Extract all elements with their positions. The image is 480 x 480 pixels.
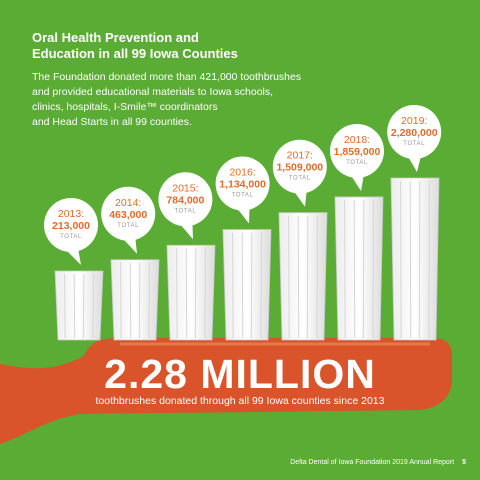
total-label: TOTAL — [117, 223, 139, 229]
bristle-tuft — [166, 244, 216, 341]
bristle-line — [204, 248, 206, 339]
footer-report: Delta Dental of Iowa Foundation 2019 Ann… — [290, 459, 455, 466]
bristle-line — [82, 273, 85, 339]
bubble-pointer — [350, 173, 364, 191]
tick-label: 2018: — [344, 134, 370, 146]
page-number: 5 — [462, 459, 466, 466]
intro-line-2: and provided educational materials to Io… — [32, 86, 274, 98]
bristle-line — [344, 199, 346, 339]
bristle-tuft — [278, 212, 328, 341]
title-line-1: Oral Health Prevention and — [32, 30, 199, 45]
total-label: TOTAL — [60, 234, 82, 240]
bristle-line — [306, 215, 309, 339]
bubble-circle — [44, 198, 98, 252]
bar-7 — [390, 177, 440, 341]
data-label: 784,000 — [166, 194, 204, 206]
bristle-line — [353, 199, 356, 339]
total-label: TOTAL — [346, 160, 368, 166]
bar-5 — [278, 212, 328, 341]
toothbrush-handle — [0, 338, 452, 444]
bristle-line — [372, 199, 374, 339]
bristle-line — [185, 248, 188, 339]
bristle-line — [73, 273, 76, 339]
bar-4 — [222, 229, 272, 341]
bubble-pointer — [178, 222, 193, 240]
data-label: 1,509,000 — [276, 162, 323, 174]
bristle-line — [232, 232, 234, 339]
label-bubble-4: 2016:1,134,000 TOTAL — [215, 156, 270, 224]
data-label: 1,859,000 — [334, 146, 381, 158]
bristle-line — [120, 262, 122, 339]
tick-label: 2014: — [115, 197, 141, 209]
label-bubble-7: 2019:2,280,000 TOTAL — [387, 105, 442, 172]
bristle-line — [92, 273, 94, 339]
bristle-line — [148, 262, 150, 339]
bristle-line — [194, 248, 197, 339]
bristle-line — [129, 262, 132, 339]
bristle-line — [418, 180, 421, 339]
bristle-line — [176, 248, 178, 339]
intro-paragraph: The Foundation donated more than 421,000… — [32, 70, 372, 130]
bar-6 — [334, 196, 384, 341]
bristle-line — [288, 215, 290, 339]
label-bubble-2: 2014:463,000 TOTAL — [101, 186, 156, 254]
bubble-circle — [330, 123, 384, 178]
label-bubble-6: 2018:1,859,000 TOTAL — [330, 123, 384, 191]
footer: Delta Dental of Iowa Foundation 2019 Ann… — [290, 459, 466, 466]
title-line-2: Education in all 99 Iowa Counties — [32, 46, 238, 61]
bubble-pointer — [64, 248, 81, 265]
bar-1 — [54, 270, 104, 341]
bar-3 — [166, 244, 216, 341]
bristle-line — [260, 232, 262, 339]
total-big-number: 2.28 MILLION — [104, 351, 376, 397]
intro-line-1: The Foundation donated more than 421,000… — [32, 71, 302, 83]
bristle-tuft — [110, 259, 160, 341]
tick-label: 2013: — [58, 208, 84, 220]
bristle-tuft — [390, 177, 440, 341]
bristle-line — [297, 215, 300, 339]
bubble-pointer — [407, 155, 422, 172]
total-label: TOTAL — [289, 176, 311, 182]
bubble-circle — [101, 186, 156, 241]
label-bubble-5: 2017:1,509,000 TOTAL — [272, 139, 327, 207]
bristle-tuft — [54, 270, 104, 341]
bristle-line — [138, 262, 141, 339]
bristle-line — [316, 215, 318, 339]
bristle-line — [64, 273, 66, 339]
bristle-line — [241, 232, 244, 339]
label-bubble-1: 2013:213,000 TOTAL — [44, 198, 98, 265]
bar-2 — [110, 259, 160, 341]
bristle-line — [428, 180, 430, 339]
label-bubble-3: 2015:784,000 TOTAL — [158, 172, 213, 240]
bristle-tuft — [222, 229, 272, 341]
bubble-circle — [272, 139, 327, 194]
data-label: 2,280,000 — [391, 127, 438, 139]
bubble-pointer — [121, 236, 137, 254]
intro-line-3: clinics, hospitals, I-Smile™ coordinator… — [32, 101, 218, 113]
total-label: TOTAL — [232, 193, 254, 199]
tick-label: 2016: — [229, 167, 255, 179]
tick-label: 2017: — [287, 150, 313, 162]
total-label: TOTAL — [175, 208, 197, 214]
bristle-line — [362, 199, 365, 339]
bubble-pointer — [235, 206, 250, 224]
bubble-pointer — [292, 189, 307, 207]
bristle-line — [409, 180, 412, 339]
total-caption: toothbrushes donated through all 99 Iowa… — [95, 395, 385, 407]
data-label: 213,000 — [52, 220, 90, 232]
total-label: TOTAL — [403, 141, 425, 147]
bristle-line — [400, 180, 402, 339]
data-label: 1,134,000 — [219, 179, 266, 191]
page-title: Oral Health Prevention and Education in … — [32, 30, 238, 62]
bristle-tuft — [334, 196, 384, 341]
bristle-line — [250, 232, 253, 339]
data-label: 463,000 — [109, 209, 147, 221]
bubble-circle — [215, 156, 270, 211]
bubble-circle — [387, 105, 442, 159]
bubble-circle — [158, 172, 213, 227]
intro-line-4: and Head Starts in all 99 counties. — [32, 116, 192, 128]
tick-label: 2015: — [172, 182, 198, 194]
tick-label: 2019: — [401, 115, 427, 127]
